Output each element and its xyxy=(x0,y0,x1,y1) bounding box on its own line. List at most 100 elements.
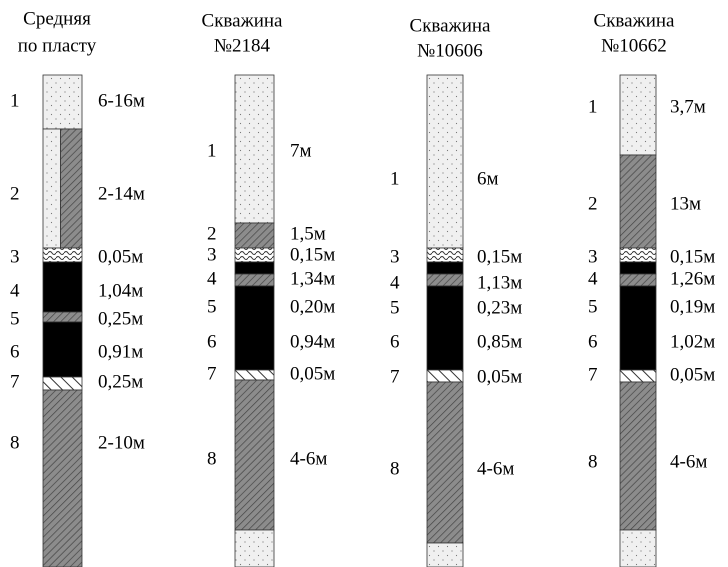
layer-thickness: 1,26м xyxy=(670,268,715,289)
column-title: по пласту xyxy=(18,35,97,56)
layer xyxy=(235,530,274,567)
layer xyxy=(235,274,274,286)
layer xyxy=(235,223,274,248)
layer xyxy=(235,380,274,530)
layer xyxy=(620,155,656,248)
layer-thickness: 0,19м xyxy=(670,296,715,317)
layer xyxy=(427,262,463,274)
layer-thickness: 1,13м xyxy=(477,272,522,293)
layer xyxy=(620,370,656,382)
layer-number: 2 xyxy=(207,223,217,244)
layer-number: 4 xyxy=(10,280,20,301)
layer-number: 1 xyxy=(390,168,400,189)
layer xyxy=(43,390,82,567)
layer xyxy=(620,262,656,274)
layer-thickness: 7м xyxy=(290,140,312,161)
layer xyxy=(61,129,82,248)
layer-thickness: 0,15м xyxy=(670,246,715,267)
layer-thickness: 0,20м xyxy=(290,296,335,317)
layer-thickness: 0,05м xyxy=(290,363,335,384)
layer-number: 8 xyxy=(390,458,400,479)
layer xyxy=(235,248,274,262)
layer xyxy=(620,530,656,567)
layer-number: 1 xyxy=(207,140,217,161)
layer-thickness: 0,05м xyxy=(98,246,143,267)
layer-thickness: 0,94м xyxy=(290,331,335,352)
layer-thickness: 0,05м xyxy=(477,366,522,387)
layer-thickness: 0,05м xyxy=(670,364,715,385)
layer xyxy=(43,377,82,390)
layer-thickness: 1,5м xyxy=(290,223,326,244)
layer-thickness: 1,02м xyxy=(670,331,715,352)
layer-thickness: 0,85м xyxy=(477,331,522,352)
layer-number: 4 xyxy=(390,272,400,293)
column-title: Скважина xyxy=(202,10,284,31)
layer-thickness: 1,04м xyxy=(98,280,143,301)
layer-thickness: 4-6м xyxy=(290,448,327,469)
layer xyxy=(235,286,274,370)
layer-thickness: 0,23м xyxy=(477,297,522,318)
layer-number: 2 xyxy=(588,193,598,214)
layer-number: 6 xyxy=(588,331,598,352)
layer-number: 5 xyxy=(390,297,400,318)
layer xyxy=(427,286,463,370)
layer xyxy=(620,248,656,262)
layer-number: 7 xyxy=(390,366,400,387)
layer-thickness: 0,15м xyxy=(290,244,335,265)
layer-number: 3 xyxy=(10,246,20,267)
layer xyxy=(427,370,463,382)
layer xyxy=(43,248,82,262)
layer xyxy=(427,274,463,286)
layer xyxy=(427,75,463,248)
layer-number: 5 xyxy=(10,308,20,329)
layer-thickness: 2-14м xyxy=(98,183,145,204)
layer-number: 5 xyxy=(207,296,217,317)
layer-number: 1 xyxy=(588,96,598,117)
layer xyxy=(427,543,463,567)
layer-number: 6 xyxy=(207,331,217,352)
layer-number: 2 xyxy=(10,183,20,204)
layer-thickness: 4-6м xyxy=(670,451,707,472)
layer-number: 7 xyxy=(207,363,217,384)
layer-number: 7 xyxy=(588,364,598,385)
layer-thickness: 4-6м xyxy=(477,458,514,479)
column-title: №2184 xyxy=(214,35,271,56)
layer-number: 6 xyxy=(390,331,400,352)
layer xyxy=(427,248,463,262)
layer xyxy=(427,382,463,543)
layer xyxy=(43,129,61,248)
layer xyxy=(620,274,656,286)
layer-number: 1 xyxy=(10,90,20,111)
layer-thickness: 0,25м xyxy=(98,371,143,392)
layer-number: 4 xyxy=(207,268,217,289)
layer-thickness: 13м xyxy=(670,193,701,214)
layer xyxy=(235,75,274,223)
layer xyxy=(235,370,274,380)
layer-number: 8 xyxy=(10,432,20,453)
layer-thickness: 0,91м xyxy=(98,341,143,362)
column-title: Средняя xyxy=(23,8,91,29)
layer-thickness: 1,34м xyxy=(290,268,335,289)
layer-number: 7 xyxy=(10,371,20,392)
column-title: №10662 xyxy=(601,35,667,56)
column-title: №10606 xyxy=(417,40,483,61)
layer xyxy=(620,382,656,530)
layer-thickness: 0,25м xyxy=(98,308,143,329)
diagram: Средняя по пласту 1 6-16м 2 2-14м 3 0,05м 4 1,04м… xyxy=(0,0,728,567)
layer-thickness: 6-16м xyxy=(98,90,145,111)
column-title: Скважина xyxy=(594,10,676,31)
layer-thickness: 2-10м xyxy=(98,432,145,453)
layer-number: 6 xyxy=(10,341,20,362)
layer xyxy=(43,312,82,322)
layer-number: 3 xyxy=(207,244,217,265)
layer-number: 8 xyxy=(207,448,217,469)
layer-number: 4 xyxy=(588,268,598,289)
layer xyxy=(43,262,82,312)
layer-number: 3 xyxy=(588,246,598,267)
layer-number: 3 xyxy=(390,246,400,267)
layer xyxy=(620,286,656,370)
column-title: Скважина xyxy=(410,15,492,36)
layer-thickness: 0,15м xyxy=(477,246,522,267)
layer xyxy=(43,75,82,129)
layer-thickness: 3,7м xyxy=(670,96,706,117)
